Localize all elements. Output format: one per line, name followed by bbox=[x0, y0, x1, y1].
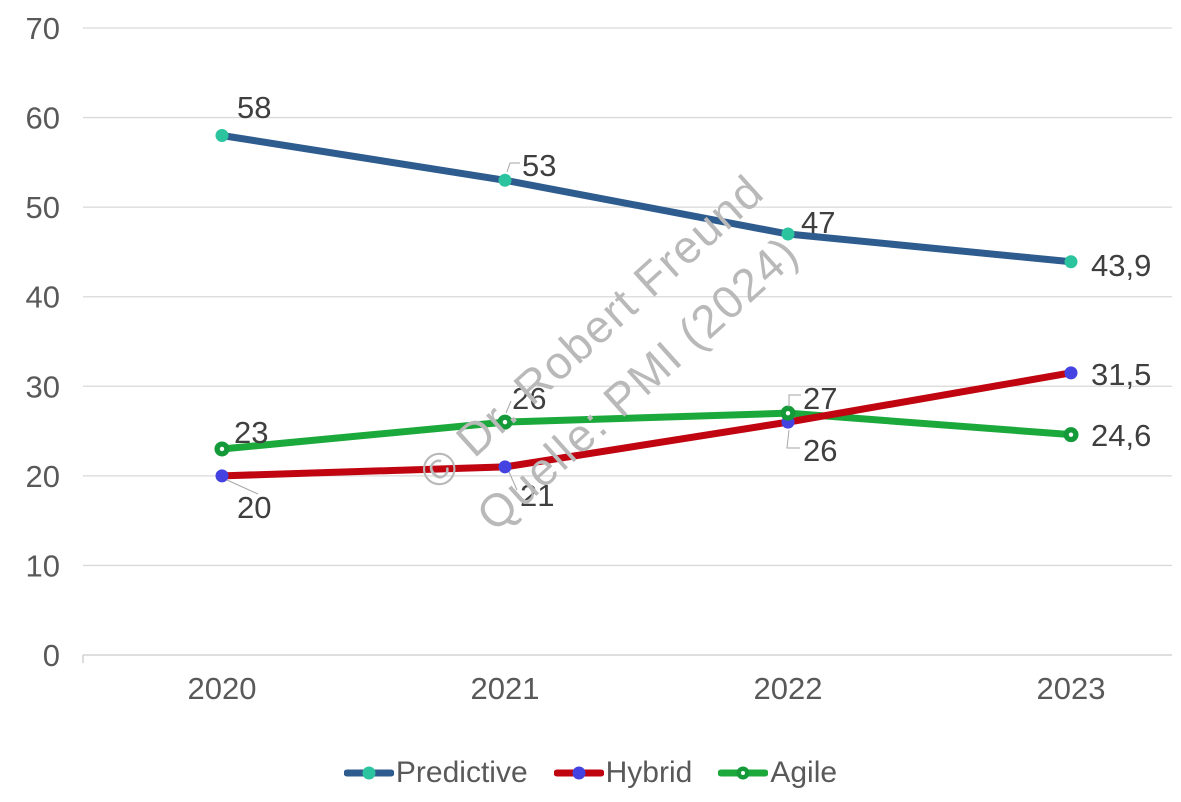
legend-label-predictive: Predictive bbox=[395, 756, 528, 789]
svg-text:26: 26 bbox=[512, 381, 546, 416]
svg-text:31,5: 31,5 bbox=[1091, 357, 1151, 392]
svg-text:40: 40 bbox=[26, 280, 60, 315]
svg-text:70: 70 bbox=[26, 11, 60, 46]
svg-text:2021: 2021 bbox=[471, 671, 540, 706]
svg-text:43,9: 43,9 bbox=[1091, 248, 1151, 283]
svg-text:20: 20 bbox=[26, 459, 60, 494]
svg-text:2023: 2023 bbox=[1037, 671, 1106, 706]
legend-item-hybrid: Hybrid bbox=[553, 756, 693, 790]
svg-text:47: 47 bbox=[801, 205, 835, 240]
svg-text:26: 26 bbox=[803, 433, 837, 468]
legend-item-predictive: Predictive bbox=[343, 756, 528, 790]
svg-text:53: 53 bbox=[522, 148, 556, 183]
svg-text:10: 10 bbox=[26, 548, 60, 583]
svg-text:58: 58 bbox=[237, 90, 271, 125]
legend-item-agile: Agile bbox=[718, 756, 837, 790]
svg-text:50: 50 bbox=[26, 190, 60, 225]
legend-swatch-predictive-icon bbox=[343, 766, 394, 780]
svg-text:20: 20 bbox=[237, 490, 271, 525]
legend-swatch-hybrid-icon bbox=[553, 766, 604, 780]
legend-swatch-agile-icon bbox=[718, 766, 769, 780]
svg-text:60: 60 bbox=[26, 101, 60, 136]
svg-text:21: 21 bbox=[520, 478, 554, 513]
legend: Predictive Hybrid Agile bbox=[0, 756, 1181, 790]
svg-text:23: 23 bbox=[234, 415, 268, 450]
svg-text:27: 27 bbox=[803, 381, 837, 416]
legend-label-agile: Agile bbox=[770, 756, 838, 789]
legend-label-hybrid: Hybrid bbox=[605, 756, 693, 789]
svg-text:2020: 2020 bbox=[188, 671, 257, 706]
svg-text:2022: 2022 bbox=[754, 671, 823, 706]
svg-text:0: 0 bbox=[43, 638, 60, 673]
svg-text:24,6: 24,6 bbox=[1091, 418, 1151, 453]
svg-text:30: 30 bbox=[26, 369, 60, 404]
